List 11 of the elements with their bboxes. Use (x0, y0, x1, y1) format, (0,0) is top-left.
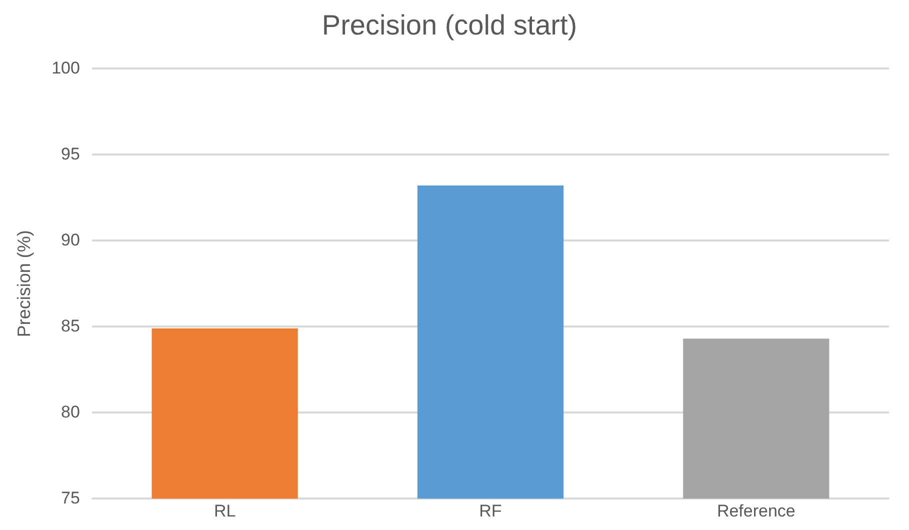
y-tick-label: 95 (61, 144, 80, 164)
chart-title: Precision (cold start) (322, 10, 578, 41)
y-tick-label: 90 (61, 230, 80, 250)
y-tick-label: 80 (61, 402, 80, 422)
y-axis-title: Precision (%) (14, 230, 34, 338)
y-tick-label: 85 (61, 316, 80, 336)
x-tick-label: RL (214, 501, 236, 520)
y-tick-label: 75 (61, 488, 80, 508)
x-tick-label: RF (479, 501, 502, 520)
y-tick-label: 100 (52, 58, 80, 78)
x-tick-label: Reference (716, 501, 796, 520)
